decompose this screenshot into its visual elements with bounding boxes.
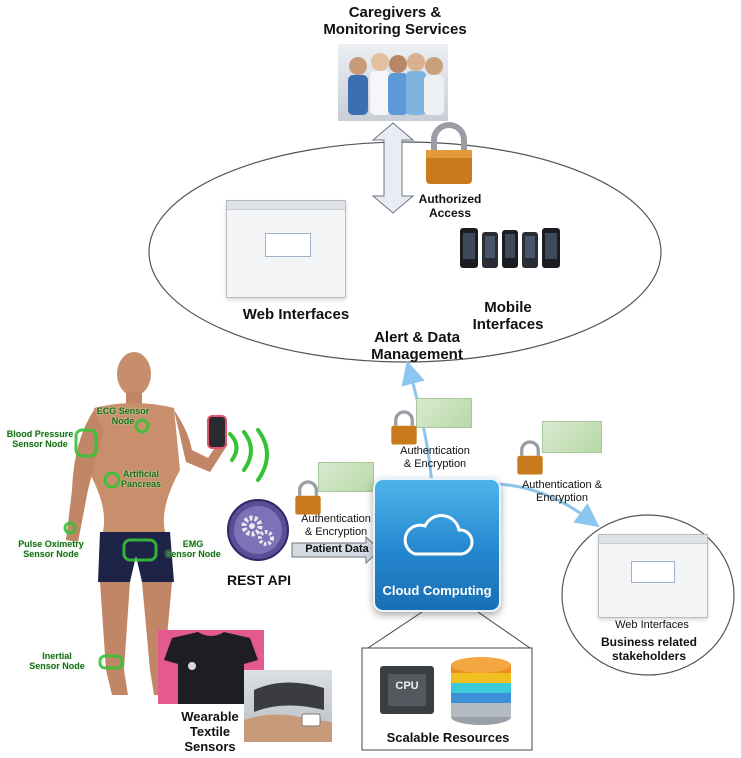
blood-pressure-sensor-label: Blood Pressure Sensor Node — [6, 429, 74, 449]
textile-arm-photo — [244, 670, 332, 742]
wireless-signal-icon — [228, 428, 269, 482]
patient-data-label: Patient Data — [305, 543, 369, 555]
padlock-icon — [391, 410, 417, 445]
ecg-sensor-label: ECG Sensor Node — [96, 406, 150, 426]
cloud-computing-box: Cloud Computing — [373, 478, 501, 612]
web-interface-screen — [226, 200, 346, 298]
cpu-chip-icon — [380, 666, 434, 714]
padlock-icon — [295, 480, 321, 515]
stakeholder-circle — [561, 514, 735, 676]
padlock-icon — [426, 122, 472, 184]
rest-api-label: REST API — [226, 572, 292, 588]
stakeholder-screen — [598, 534, 708, 618]
alert-data-label: Alert & Data Management — [371, 329, 463, 364]
wearable-sensors-label: Wearable Textile Sensors — [181, 709, 239, 754]
double-arrow — [371, 122, 415, 214]
scalable-resources-label: Scalable Resources — [386, 730, 510, 745]
emg-sensor-label: EMG Sensor Node — [165, 539, 221, 559]
auth-enc-top-label: Authentication & Encryption — [400, 445, 470, 470]
resources-funnel — [367, 611, 531, 649]
inertial-sensor-label: Inertial Sensor Node — [29, 651, 85, 671]
key-icon — [542, 421, 602, 453]
business-stakeholders-label: Business related stakeholders — [600, 635, 698, 663]
auth-enc-left-label: Authentication & Encryption — [301, 513, 371, 538]
gears-icon — [227, 499, 289, 561]
artificial-pancreas-label: Artificial Pancreas — [120, 469, 162, 489]
resources-box — [361, 647, 533, 751]
caregivers-photo — [338, 44, 448, 121]
key-icon — [318, 462, 374, 492]
mobile-interfaces-label: Mobile Interfaces — [472, 299, 544, 334]
web-interfaces-small-label: Web Interfaces — [615, 619, 689, 631]
key-icon — [416, 398, 472, 428]
mobile-phones-icon — [460, 228, 560, 268]
database-icon — [451, 657, 511, 725]
authorized-access-label: Authorized Access — [418, 192, 482, 220]
cpu-label: CPU — [395, 680, 419, 692]
auth-enc-right-label: Authentication & Encryption — [521, 479, 603, 504]
web-interfaces-label: Web Interfaces — [242, 306, 350, 323]
cloud-icon — [403, 514, 474, 556]
padlock-icon — [517, 440, 543, 475]
cloud-computing-label: Cloud Computing — [382, 583, 492, 598]
human-body-figure — [63, 352, 228, 695]
pulse-oximetry-sensor-label: Pulse Oximetry Sensor Node — [18, 539, 84, 559]
caregivers-label: Caregivers & Monitoring Services — [323, 4, 467, 39]
